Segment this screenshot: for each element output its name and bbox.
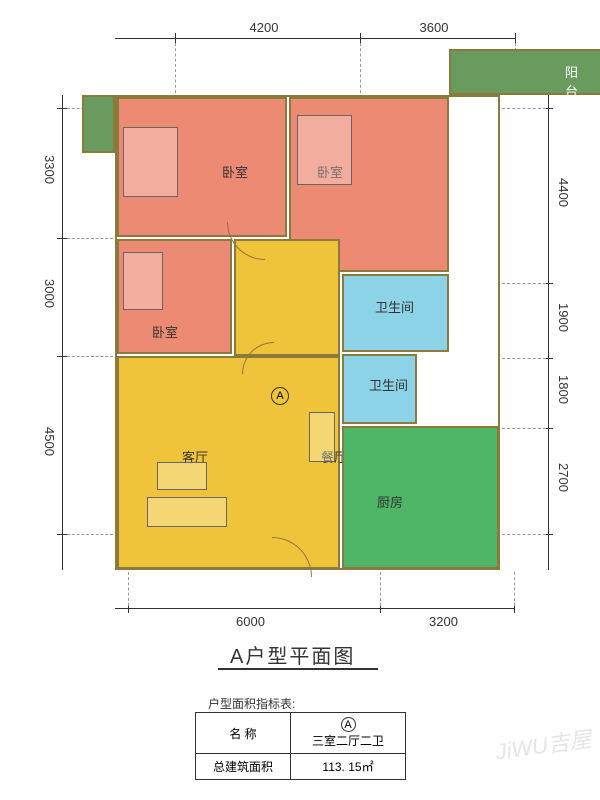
- table-cell-area-label: 总建筑面积: [196, 754, 291, 780]
- dim-line-left: [62, 95, 63, 570]
- table-row: 名 称 A 三室二厅二卫: [196, 713, 406, 754]
- dim-ext: [502, 283, 546, 284]
- bed-icon: [123, 252, 163, 310]
- kitchen: [342, 426, 499, 569]
- room-label: 卫生间: [369, 375, 408, 394]
- table-heading: 户型面积指标表:: [208, 695, 295, 712]
- dim-label: 1800: [556, 375, 571, 404]
- unit-marker-label: A: [276, 390, 283, 402]
- dim-tick: [57, 238, 67, 239]
- dim-tick: [57, 534, 67, 535]
- dining-table-icon: [309, 412, 335, 462]
- watermark: JiWU吉屋: [494, 721, 594, 766]
- dim-ext: [502, 358, 546, 359]
- balcony-left: [82, 95, 115, 153]
- dim-ext: [128, 572, 129, 606]
- unit-marker: A: [271, 387, 289, 405]
- table-cell-name-label: 名 称: [196, 713, 291, 754]
- sofa-icon: [147, 497, 227, 527]
- dim-label: 2700: [556, 463, 571, 492]
- unit-marker-inline: A: [341, 717, 356, 732]
- bed-icon: [297, 115, 352, 185]
- dim-ext: [67, 534, 113, 535]
- dim-label: 3000: [42, 279, 57, 308]
- floor-plan-canvas: 4200 3600 3300 3000 4500 4400 1900 1800 2700 6…: [0, 0, 600, 800]
- room-label: 卫生间: [375, 297, 414, 316]
- room-label: 厨房: [377, 492, 403, 511]
- living-room: [117, 356, 340, 569]
- dim-line-right: [548, 95, 549, 570]
- door-arc: [227, 222, 265, 260]
- bed-icon: [123, 127, 178, 197]
- balcony-label: 阳台: [565, 62, 578, 100]
- table-cell-unit: A 三室二厅二卫: [291, 713, 406, 754]
- table-icon: [157, 462, 207, 490]
- room-label: 卧室: [152, 322, 178, 341]
- dim-tick: [360, 33, 361, 43]
- table-cell-area-value: 113. 15㎡: [291, 754, 406, 780]
- dim-label: 6000: [236, 614, 265, 629]
- dim-tick: [175, 33, 176, 43]
- dim-ext: [380, 572, 381, 606]
- dim-ext: [514, 572, 515, 606]
- dim-label: 4500: [42, 427, 57, 456]
- dim-label: 4400: [556, 178, 571, 207]
- dim-tick: [515, 33, 516, 43]
- dim-ext: [175, 43, 176, 93]
- dim-label: 3200: [429, 614, 458, 629]
- dim-label: 4200: [250, 20, 279, 35]
- dim-ext: [67, 356, 113, 357]
- dim-label: 3600: [420, 20, 449, 35]
- dim-ext: [502, 108, 546, 109]
- dim-label: 1900: [556, 303, 571, 332]
- dim-line-bottom: [115, 608, 515, 609]
- dim-tick: [57, 108, 67, 109]
- dim-ext: [360, 43, 361, 93]
- plan-title: A户型平面图: [230, 640, 355, 669]
- room-label: 卧室: [222, 162, 248, 181]
- area-info-table: 名 称 A 三室二厅二卫 总建筑面积 113. 15㎡: [195, 712, 406, 780]
- floor-plan-outline: 阳台 卧室卧室卧室卫生间卫生间客厅餐厅厨房 A: [115, 95, 500, 570]
- table-row: 总建筑面积 113. 15㎡: [196, 754, 406, 780]
- title-underline: [218, 668, 378, 670]
- dim-ext: [502, 534, 546, 535]
- unit-description: 三室二厅二卫: [312, 734, 384, 748]
- dim-label: 3300: [42, 155, 57, 184]
- dim-tick: [57, 356, 67, 357]
- dim-ext: [502, 428, 546, 429]
- dim-ext: [67, 238, 113, 239]
